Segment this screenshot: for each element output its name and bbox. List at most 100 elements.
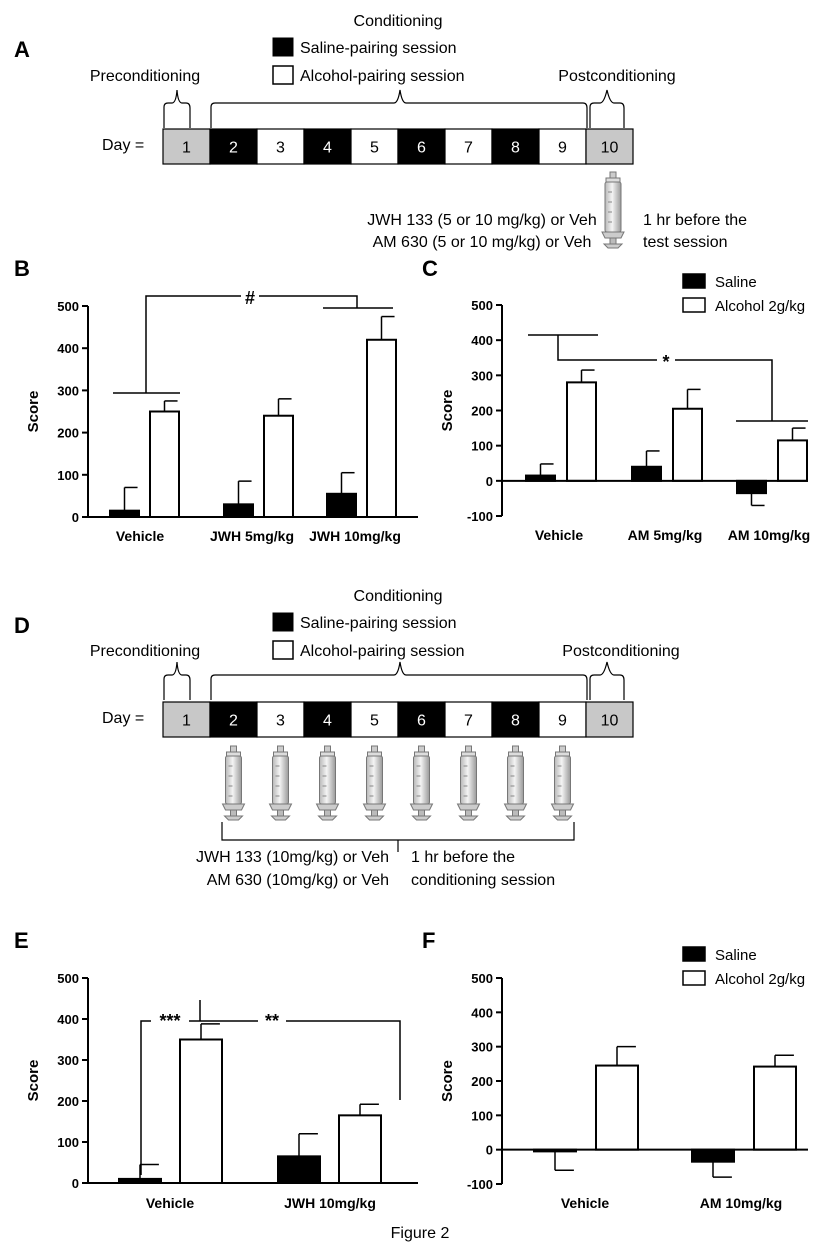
day-number: 5: [370, 713, 379, 730]
y-tick-label: 100: [57, 1135, 79, 1150]
bar: [366, 338, 397, 519]
legend-saline-label: Saline-pairing session: [300, 40, 457, 57]
category-label: Vehicle: [561, 1195, 609, 1211]
preconditioning-label: Preconditioning: [90, 68, 200, 85]
panel-label-e: E: [14, 928, 29, 953]
legend-swatch-saline: [272, 37, 294, 57]
y-tick-label: 500: [471, 971, 493, 986]
syringe-icon: [456, 745, 481, 821]
annotation-bg: [241, 289, 259, 307]
day-strip: 1 2 3 4 5 6 7 8 9 10: [162, 701, 634, 738]
day-cell: [444, 128, 493, 165]
bar: [753, 1065, 797, 1151]
category-label: Vehicle: [116, 528, 164, 544]
significance-marker: *: [662, 352, 669, 372]
bar: [631, 465, 662, 482]
bracket-conditioning: [210, 89, 588, 128]
legend-swatch: [682, 297, 706, 313]
legend-swatch: [682, 273, 706, 289]
day-cell: [585, 128, 634, 165]
y-tick-label: 500: [57, 971, 79, 986]
day-label: Day =: [102, 710, 144, 727]
y-tick-label: 400: [57, 341, 79, 356]
bar: [277, 1155, 321, 1184]
day-cell: [491, 701, 540, 738]
y-tick-label: 0: [486, 474, 493, 489]
y-tick-label: 100: [57, 468, 79, 483]
bar: [179, 1038, 223, 1184]
day-cell: [256, 701, 305, 738]
timing-line-1: 1 hr before the: [411, 849, 515, 866]
day-number: 9: [558, 713, 567, 730]
significance-bracket: [221, 1020, 401, 1100]
chart-panel-e: E 0 100 200 300 400 500 Score Vehicle JWH 10mg/k…: [14, 928, 418, 1211]
y-tick-label: 300: [57, 1053, 79, 1068]
annotation-bg: [258, 1012, 286, 1030]
day-number: 7: [464, 713, 473, 730]
syringe-icon: [503, 745, 528, 821]
y-tick-label: 300: [471, 368, 493, 383]
bar: [595, 1064, 639, 1151]
treatment-line-2: AM 630 (5 or 10 mg/kg) or Veh: [373, 234, 592, 251]
bracket-preconditioning: [163, 661, 191, 700]
bracket-postconditioning: [589, 661, 625, 700]
y-tick-label: -100: [467, 1177, 493, 1192]
day-cell: [162, 128, 211, 165]
panel-label-b: B: [14, 256, 30, 281]
day-cell: [256, 128, 305, 165]
day-cell: [303, 701, 352, 738]
y-tick-label: 400: [471, 1005, 493, 1020]
day-number: 4: [323, 140, 332, 157]
category-label: JWH 5mg/kg: [210, 528, 294, 544]
day-number: 8: [511, 713, 520, 730]
syringe-icon: [409, 745, 434, 821]
y-axis-label: Score: [25, 1060, 42, 1102]
day-number: 3: [276, 713, 285, 730]
y-tick-label: -100: [467, 509, 493, 524]
y-axis-label: Score: [439, 390, 456, 432]
legend-swatch: [682, 970, 706, 986]
panel-label-d: D: [14, 613, 30, 638]
day-cell: [397, 128, 446, 165]
legend-swatch-saline: [272, 612, 294, 632]
y-tick-label: 400: [57, 1012, 79, 1027]
day-number: 2: [229, 713, 238, 730]
syringe-icon: [221, 745, 246, 821]
bar: [566, 381, 597, 482]
day-cell: [538, 701, 587, 738]
day-number: 3: [276, 140, 285, 157]
annotation-bg: [151, 1012, 189, 1030]
day-number: 4: [323, 713, 332, 730]
syringe-icon: [601, 171, 625, 249]
y-axis-label: Score: [439, 1060, 456, 1102]
y-tick-label: 200: [471, 1074, 493, 1089]
y-tick-label: 200: [57, 426, 79, 441]
chart-panel-f: F -100 0 100 200 300 400 500 Score Vehicle AM 10m…: [422, 928, 808, 1211]
y-tick-label: 100: [471, 439, 493, 454]
bar: [672, 407, 703, 482]
y-axis-label: Score: [25, 391, 42, 433]
bracket-postconditioning: [589, 89, 625, 128]
legend-saline-label: Saline-pairing session: [300, 615, 457, 632]
timing-line-1: 1 hr before the: [643, 212, 747, 229]
bar: [777, 439, 808, 482]
y-tick-label: 100: [471, 1108, 493, 1123]
category-label: AM 10mg/kg: [700, 1195, 782, 1211]
treatment-line-1: JWH 133 (5 or 10 mg/kg) or Veh: [367, 212, 596, 229]
y-tick-label: 500: [471, 298, 493, 313]
panel-label-c: C: [422, 256, 438, 281]
legend-label: Alcohol 2g/kg: [715, 298, 805, 315]
day-cell: [162, 701, 211, 738]
category-label: Vehicle: [146, 1195, 194, 1211]
y-tick-label: 300: [471, 1040, 493, 1055]
day-cell: [209, 701, 258, 738]
bar: [338, 1114, 382, 1184]
day-number: 10: [601, 713, 619, 730]
day-number: 7: [464, 140, 473, 157]
legend-label: Saline: [715, 274, 757, 291]
legend-swatch-alcohol: [272, 640, 294, 660]
day-number: 9: [558, 140, 567, 157]
day-number: 2: [229, 140, 238, 157]
figure-caption: Figure 2: [391, 1225, 450, 1242]
